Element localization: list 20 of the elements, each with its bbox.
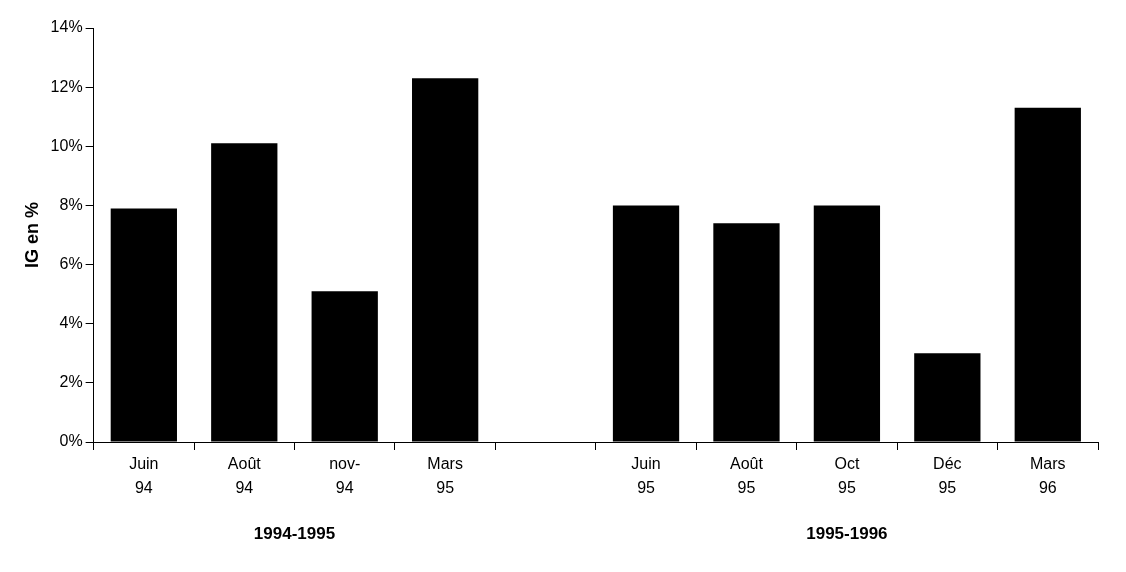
x-tick-label: Août 94 (227, 455, 262, 497)
y-tick-label: 12% (50, 77, 83, 95)
text: 1995-1996 (806, 523, 888, 543)
y-tick-label: 10% (50, 136, 83, 154)
text: 1994-1995 (253, 523, 336, 543)
y-tick-label: 8% (59, 195, 83, 213)
x-tick-label: Juin 95 (631, 455, 661, 497)
y-tick-label: 14% (50, 18, 83, 36)
y-tick-label: 2% (59, 373, 83, 391)
x-tick-label: Août 95 (730, 455, 764, 497)
x-tick-label: Mars 96 (1030, 455, 1066, 497)
x-tick-label: Juin 94 (129, 455, 159, 497)
y-tick-label: 4% (59, 314, 83, 332)
y-tick-label: 0% (59, 432, 83, 450)
x-tick-label: nov- 94 (329, 455, 361, 497)
x-tick-label: Oct 95 (834, 455, 860, 497)
y-tick-label: 6% (59, 254, 83, 272)
x-tick-label: Déc 95 (933, 455, 962, 497)
x-tick-label: Mars 95 (427, 455, 463, 497)
y-axis-title: IG en % (21, 201, 42, 269)
